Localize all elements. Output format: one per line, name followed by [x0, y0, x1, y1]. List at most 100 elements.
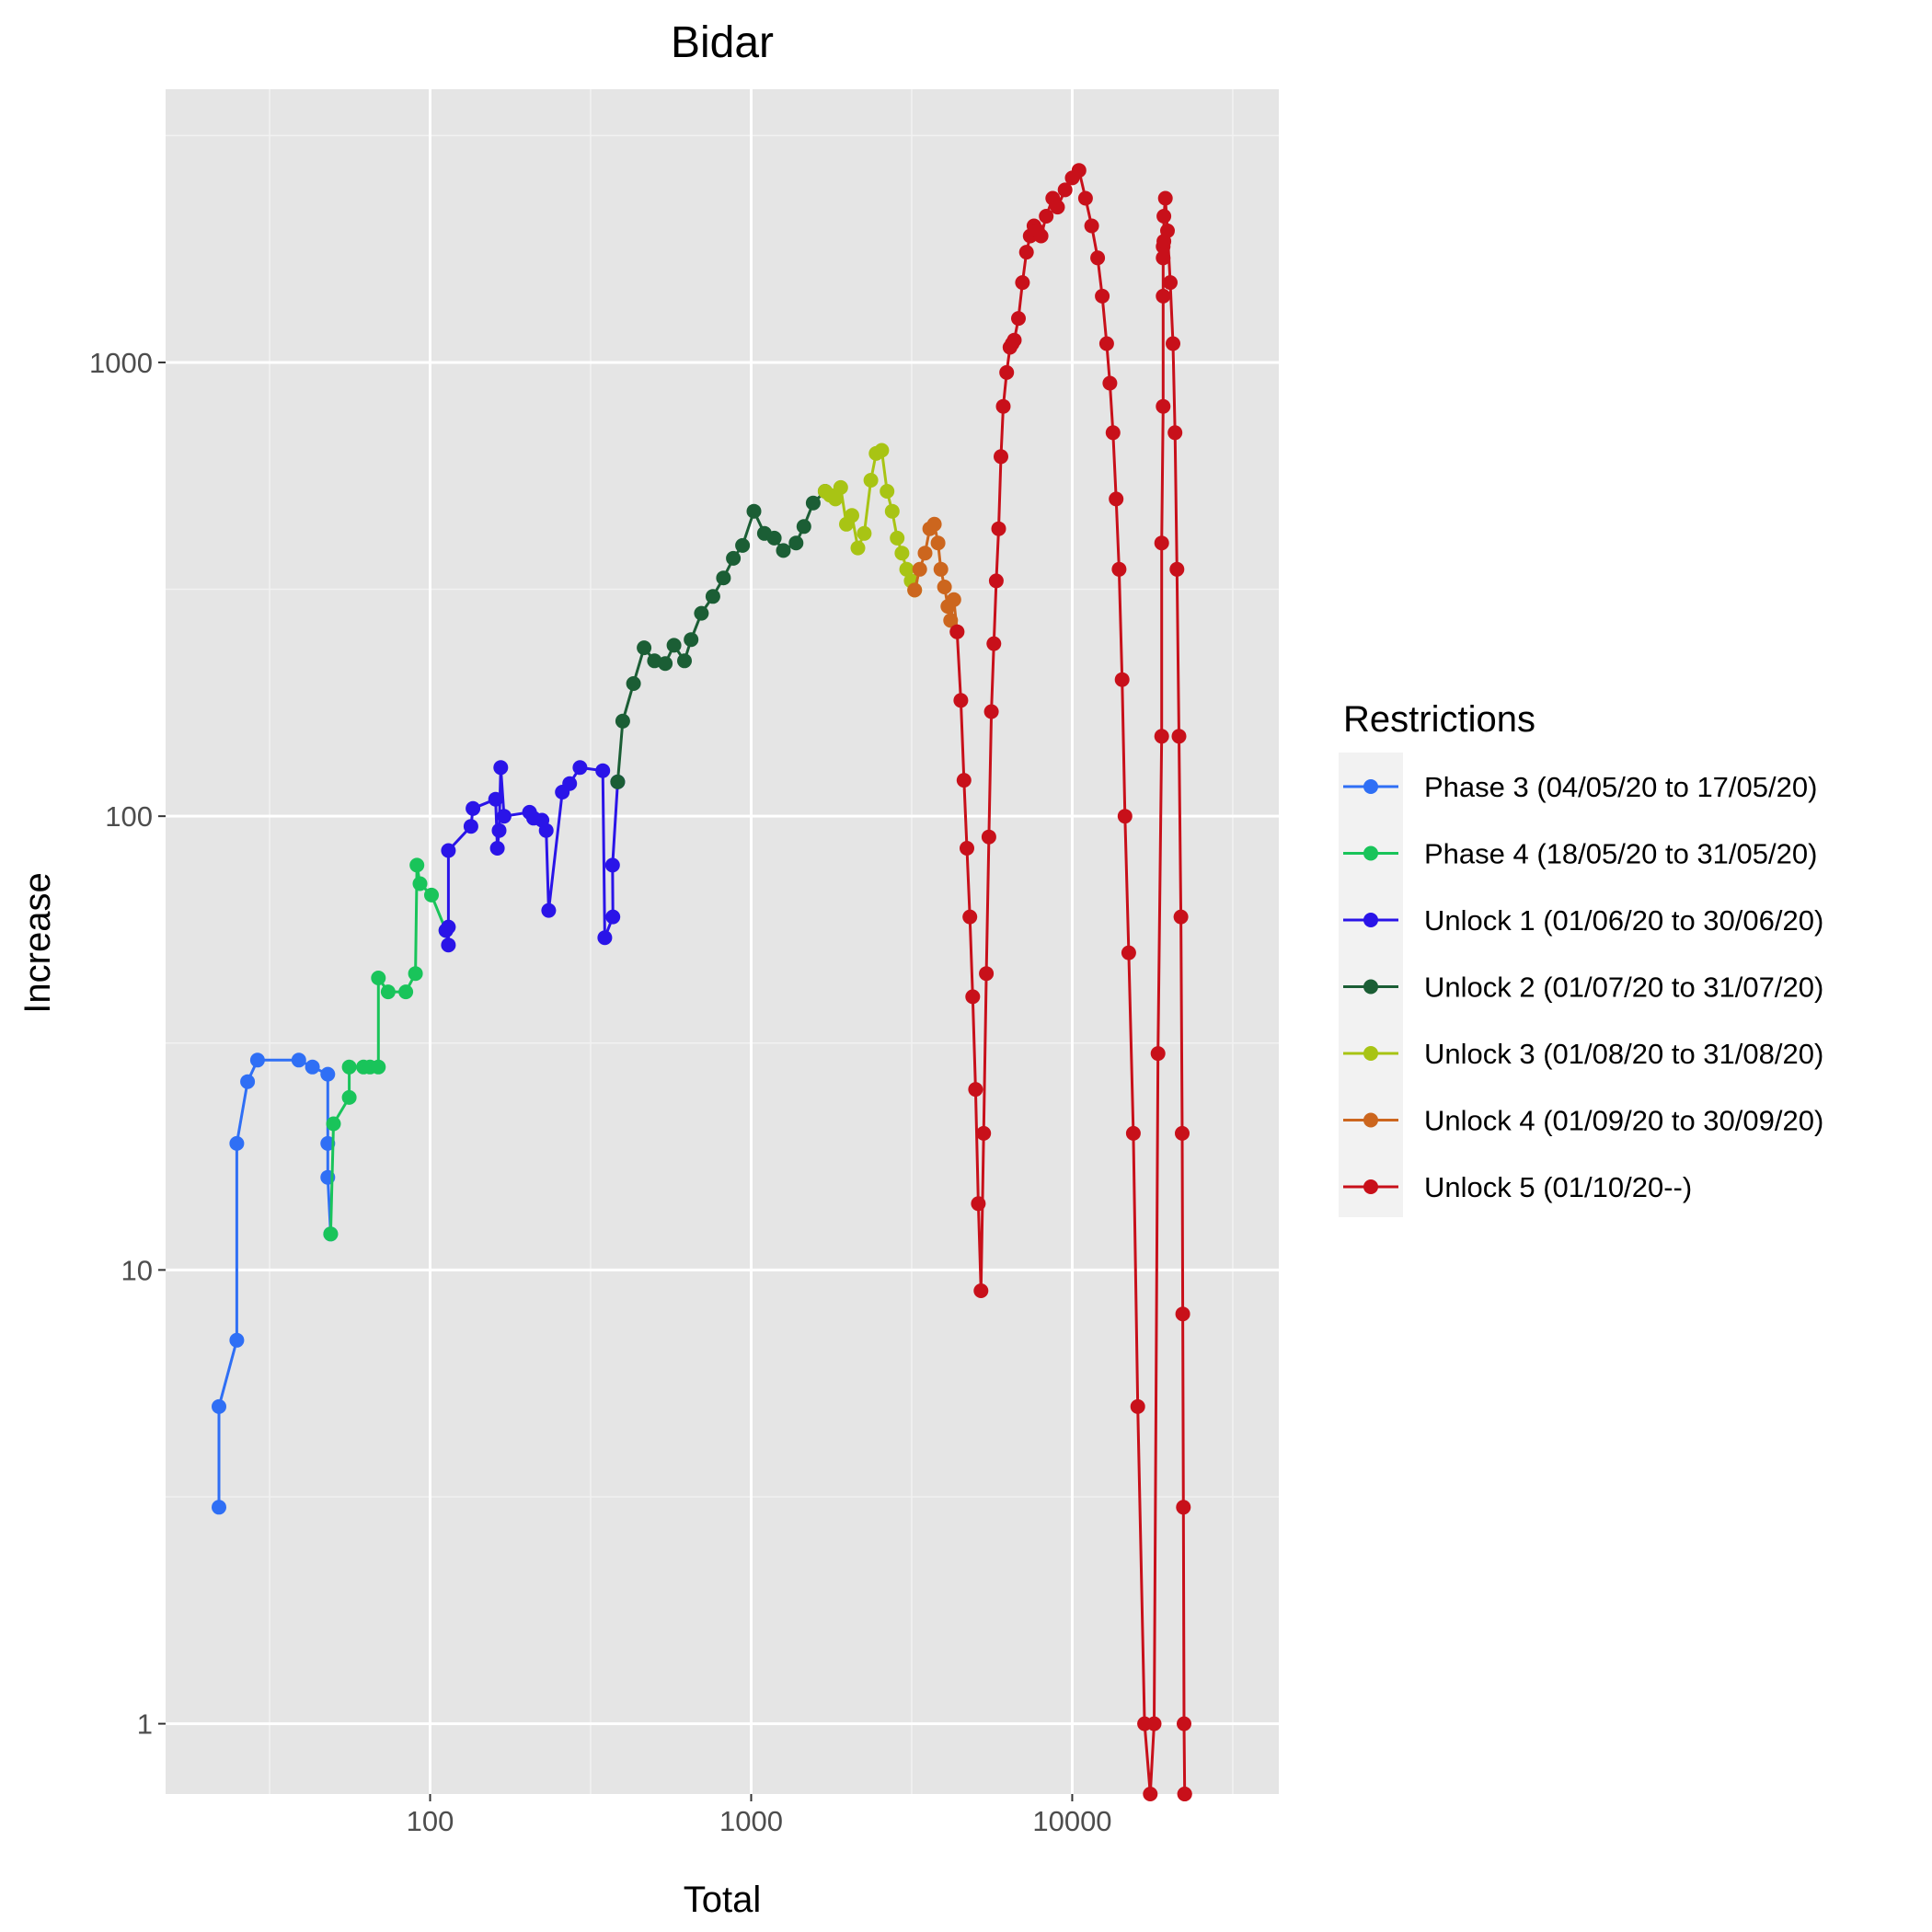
data-point — [994, 449, 1008, 465]
data-point — [979, 966, 995, 982]
data-point — [890, 530, 905, 546]
data-point — [962, 909, 978, 925]
data-point — [229, 1332, 245, 1348]
data-point — [1117, 809, 1133, 824]
data-point — [988, 573, 1004, 589]
data-point — [1018, 245, 1034, 260]
legend-label: Unlock 3 (01/08/20 to 31/08/20) — [1424, 1038, 1823, 1070]
data-point — [991, 521, 1006, 536]
plot-panel — [166, 89, 1279, 1794]
data-point — [716, 570, 731, 586]
data-point — [1125, 1125, 1141, 1141]
legend-key-point — [1363, 779, 1378, 794]
data-point — [409, 857, 425, 873]
data-point — [541, 903, 557, 918]
data-point — [341, 1089, 357, 1105]
x-tick-label: 100 — [407, 1805, 454, 1837]
data-point — [1077, 190, 1093, 206]
chart-title: Bidar — [671, 18, 774, 67]
data-point — [1156, 288, 1171, 304]
data-point — [999, 364, 1015, 380]
legend-item: Unlock 5 (01/10/20--) — [1343, 1171, 1692, 1203]
data-point — [489, 841, 505, 856]
data-point — [735, 537, 751, 553]
series-5 — [817, 443, 923, 598]
data-point — [371, 1059, 386, 1075]
data-point — [305, 1059, 320, 1075]
data-point — [1171, 729, 1187, 744]
legend-title: Restrictions — [1343, 699, 1535, 740]
legend-key-point — [1363, 913, 1378, 927]
legend-key-point — [1363, 1046, 1378, 1061]
data-point — [857, 525, 872, 541]
axis-ticks: 100 1000 10000 1 10 100 1000 — [89, 347, 1112, 1837]
data-point — [1143, 1787, 1158, 1801]
data-point — [595, 763, 611, 778]
data-point — [983, 704, 999, 719]
data-point — [249, 1052, 265, 1068]
data-point — [1160, 223, 1175, 238]
data-point — [605, 909, 621, 925]
data-point — [398, 984, 414, 1000]
data-point — [907, 582, 923, 598]
data-point — [488, 791, 503, 807]
legend-item: Unlock 4 (01/09/20 to 30/09/20) — [1343, 1105, 1823, 1137]
data-point — [658, 656, 673, 672]
data-point — [976, 1125, 992, 1141]
data-point — [371, 971, 386, 985]
data-point — [562, 776, 578, 791]
data-point — [326, 1116, 341, 1132]
data-point — [412, 876, 428, 891]
data-point — [917, 546, 933, 561]
data-point — [212, 1398, 226, 1414]
data-point — [956, 773, 972, 788]
y-axis-title: Increase — [17, 872, 58, 1013]
legend-label: Phase 3 (04/05/20 to 17/05/20) — [1424, 771, 1817, 803]
data-point — [981, 829, 996, 845]
data-point — [850, 540, 866, 556]
data-point — [1015, 275, 1030, 291]
data-point — [973, 1283, 989, 1298]
data-point — [1130, 1398, 1145, 1414]
minor-gridlines — [166, 89, 1279, 1794]
data-point — [1154, 535, 1169, 551]
series-2 — [323, 857, 454, 1242]
data-point — [1177, 1787, 1192, 1801]
legend: Restrictions Phase 3 (04/05/20 to 17/05/… — [1339, 699, 1823, 1217]
data-point — [1095, 288, 1110, 304]
legend-key-point — [1363, 1112, 1378, 1128]
data-point — [1156, 398, 1171, 414]
data-point — [684, 632, 699, 648]
data-point — [894, 546, 910, 561]
data-point — [320, 1066, 336, 1082]
data-point — [943, 613, 959, 628]
data-point — [1173, 909, 1189, 925]
series-layer — [212, 163, 1192, 1801]
y-tick-label: 1 — [137, 1708, 153, 1741]
data-point — [1098, 336, 1114, 351]
series-3 — [438, 760, 626, 953]
data-point — [1105, 425, 1121, 441]
legend-key-point — [1363, 979, 1378, 995]
data-point — [291, 1052, 306, 1068]
data-point — [1114, 672, 1130, 687]
data-point — [1175, 1306, 1190, 1322]
data-point — [493, 760, 509, 776]
data-point — [441, 937, 456, 953]
data-point — [341, 1059, 357, 1075]
data-point — [995, 398, 1011, 414]
data-point — [1156, 250, 1171, 266]
series-6 — [907, 516, 965, 639]
data-point — [880, 484, 895, 499]
data-point — [572, 760, 588, 776]
data-point — [776, 543, 791, 558]
data-point — [926, 516, 942, 532]
data-point — [986, 636, 1002, 651]
data-point — [320, 1135, 336, 1151]
legend-label: Unlock 5 (01/10/20--) — [1424, 1171, 1692, 1203]
data-point — [694, 605, 709, 621]
data-point — [899, 561, 914, 577]
data-point — [1167, 425, 1183, 441]
data-point — [615, 713, 630, 729]
data-point — [933, 561, 949, 577]
